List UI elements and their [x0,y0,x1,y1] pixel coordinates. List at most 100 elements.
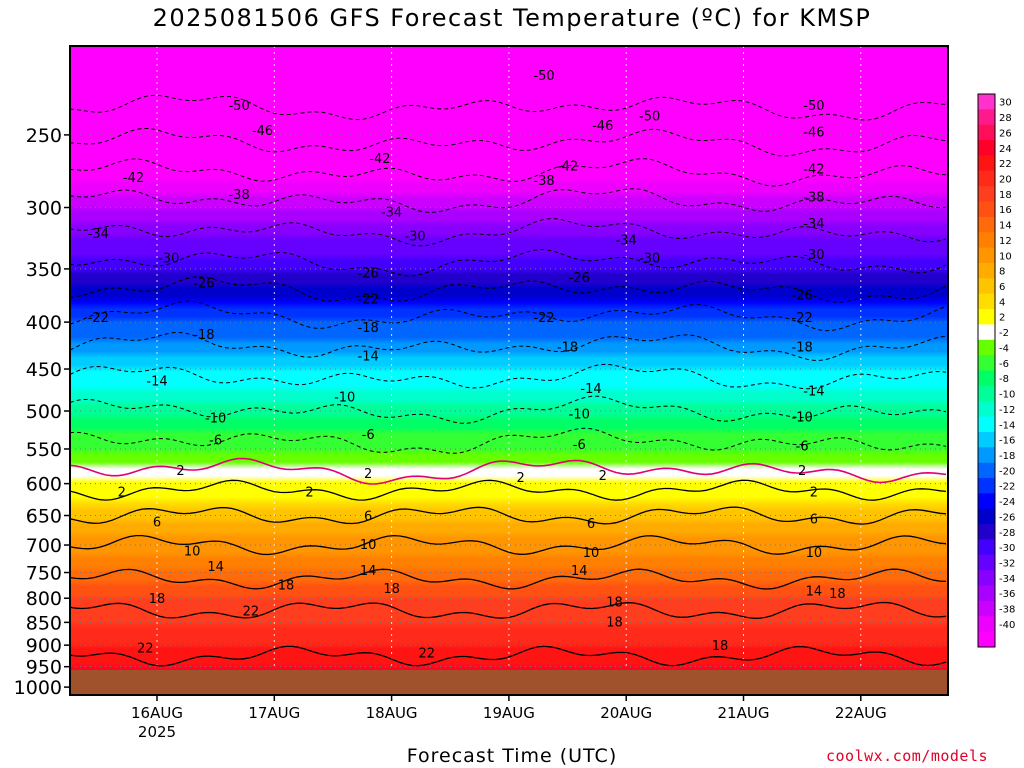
y-tick-label: 650 [26,506,62,528]
contour-label: 22 [419,647,436,662]
contour-label: -42 [557,160,578,175]
contour-label: -42 [369,152,390,167]
colorbar-swatch [978,631,995,648]
y-tick-label: 500 [26,401,62,423]
colorbar-label: -26 [999,512,1015,523]
contour-label: 18 [383,582,400,597]
contour-label: -6 [209,433,222,448]
contour-line-18 [70,601,947,619]
y-tick-label: 250 [26,125,62,147]
ground-layer [70,670,948,695]
colorbar-swatch [978,124,995,141]
contour-label: -14 [803,385,824,400]
contour-line--22 [70,300,947,332]
colorbar-label: 8 [999,267,1005,278]
contour-label: -34 [616,233,637,248]
colorbar-label: -10 [999,390,1015,401]
contour-label: 18 [712,639,729,654]
x-tick-label: 17AUG [248,704,300,722]
contour-line--18 [70,331,947,361]
contour-label: -26 [792,288,813,303]
contour-label: -30 [803,248,824,263]
contour-label: -22 [533,311,554,326]
colorbar-swatch [978,616,995,633]
colorbar-swatch [978,94,995,110]
contour-label: 6 [587,517,595,532]
colorbar-swatch [978,462,995,479]
credit-link[interactable]: coolwx.com/models [826,747,989,765]
colorbar-swatch [978,416,995,433]
colorbar-label: 22 [999,159,1012,170]
colorbar-label: -16 [999,436,1015,447]
contour-line--42 [70,158,947,187]
colorbar-swatch [978,216,995,233]
x-axis-label: Forecast Time (UTC) [406,745,618,767]
contour-line--46 [70,128,947,157]
colorbar-swatch [978,324,995,341]
colorbar-label: 6 [999,282,1005,293]
colorbar-swatch [978,170,995,187]
contour-label: -6 [796,439,809,454]
contour-label: -6 [362,428,375,443]
contour-label: 14 [806,585,823,600]
colorbar-label: -8 [999,374,1009,385]
contour-line-14 [70,568,947,590]
contour-label: 2 [176,464,184,479]
contour-line--26 [70,276,947,303]
colorbar-label: 12 [999,236,1012,247]
colorbar-swatch [978,293,995,310]
contour-line--34 [70,218,947,247]
colorbar-swatch [978,370,995,387]
contour-label: 2 [364,467,372,482]
contour-label: -22 [88,311,109,326]
colorbar-swatch [978,247,995,264]
colorbar-label: -12 [999,405,1015,416]
colorbar-frame [977,93,996,648]
contour-line-10 [70,534,947,556]
y-axis: 2503003504004505005506006507007508008509… [14,125,70,699]
contour-line-2 [70,479,947,501]
contour-label: -50 [803,99,824,114]
contour-label: 18 [278,579,295,594]
colorbar-swatch [978,278,995,295]
contour-label: -34 [803,217,824,232]
colorbar-label: -20 [999,466,1015,477]
colorbar-label: 26 [999,128,1012,139]
grid-lines [70,46,948,670]
contour-label: 6 [153,516,161,531]
colorbar-label: -34 [999,574,1015,585]
contour-lines [70,94,947,667]
contour-label: -38 [533,174,554,189]
contour-label: -34 [88,227,109,242]
contour-label: -30 [158,251,179,266]
colorbar-label: -2 [999,328,1009,339]
contour-label: -26 [358,266,379,281]
colorbar-label: 10 [999,251,1012,262]
colorbar-swatch [978,232,995,249]
colorbar-label: 14 [999,221,1012,232]
contour-line--50 [70,94,947,121]
contour-label: 2 [118,486,126,501]
y-tick-label: 750 [26,563,62,585]
contour-line--38 [70,188,947,213]
colorbar-swatch [978,478,995,494]
contour-label: -46 [252,124,273,139]
contour-label: 18 [606,596,623,611]
colorbar-label: -14 [999,420,1015,431]
colorbar-swatch [978,140,995,156]
colorbar-label: -28 [999,528,1015,539]
colorbar-label: 20 [999,174,1012,185]
y-tick-label: 850 [26,612,62,634]
contour-label: -18 [557,340,578,355]
colorbar-swatch [978,309,995,325]
contour-label: 10 [360,538,377,553]
colorbar-label: -18 [999,451,1015,462]
contour-label: -10 [569,407,590,422]
contour-label: -50 [639,109,660,124]
contour-label: -26 [569,271,590,286]
colorbar-label: -4 [999,343,1009,354]
contour-label: 22 [137,641,154,656]
contour-label: 6 [364,510,372,525]
